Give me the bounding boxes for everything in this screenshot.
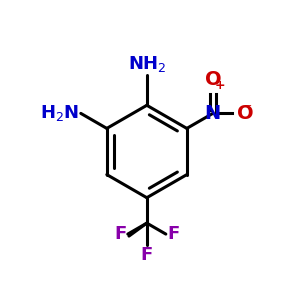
Text: F: F: [167, 225, 179, 243]
Text: N: N: [205, 104, 221, 123]
Text: +: +: [215, 79, 226, 92]
Text: O: O: [205, 70, 221, 89]
Text: O: O: [237, 104, 254, 123]
Text: H$_2$N: H$_2$N: [40, 103, 80, 123]
Text: $^-$: $^-$: [242, 102, 253, 116]
Text: NH$_2$: NH$_2$: [128, 54, 166, 74]
Text: F: F: [141, 246, 153, 264]
Text: F: F: [114, 225, 127, 243]
